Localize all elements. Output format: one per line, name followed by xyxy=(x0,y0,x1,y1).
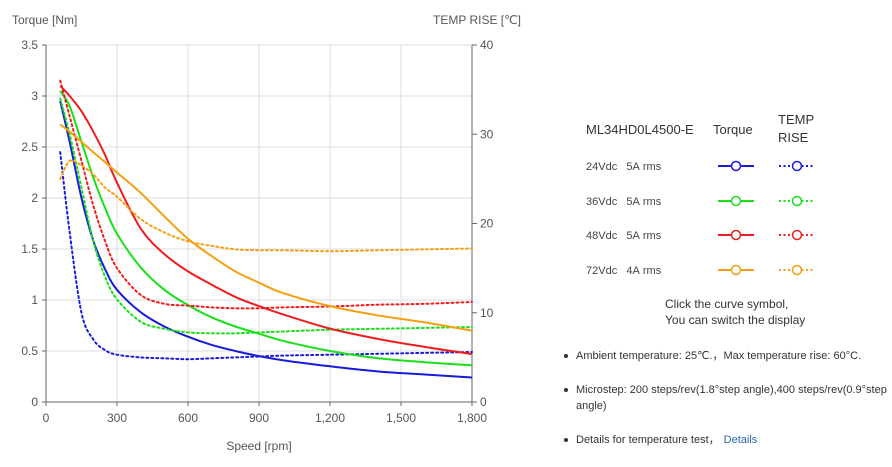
legend-symbol-marker xyxy=(791,160,803,172)
y-tick-label-left-5: 2.5 xyxy=(21,140,38,154)
legend: ML34HD0L4500-E Torque TEMP RISE 24Vdc 5A … xyxy=(560,105,860,291)
legend-symbol-temp-graphic xyxy=(779,195,815,206)
legend-column-temp-line1: TEMP xyxy=(778,112,815,127)
note-ambient: Ambient temperature: 25℃.，Max temperatur… xyxy=(560,348,890,364)
legend-symbol-temp-graphic xyxy=(779,229,815,241)
y-tick-label-left-0: 0 xyxy=(31,395,38,409)
legend-symbol-marker xyxy=(791,195,803,206)
legend-row: 72Vdc 4A rms xyxy=(560,257,860,292)
y-tick-label-right-3: 30 xyxy=(480,127,494,141)
x-tick-label-5: 1,500 xyxy=(386,411,416,425)
legend-symbol-temp[interactable] xyxy=(779,228,815,242)
x-tick-label-0: 0 xyxy=(43,411,50,425)
legend-symbol-marker xyxy=(730,229,742,241)
series-line-36vdc-5a-rms-torque xyxy=(59,90,473,367)
legend-hint-line1: Click the curve symbol, xyxy=(665,297,789,311)
x-tick-label-4: 1,200 xyxy=(315,411,345,425)
y-tick-label-right-1: 10 xyxy=(480,306,494,320)
legend-symbol-temp[interactable] xyxy=(779,263,815,277)
legend-symbol-temp-graphic xyxy=(779,160,815,172)
legend-hint-line2: You can switch the display xyxy=(665,313,806,327)
legend-symbol-temp[interactable] xyxy=(779,159,815,173)
legend-symbol-marker xyxy=(730,264,742,275)
notes-list: Ambient temperature: 25℃.，Max temperatur… xyxy=(560,348,890,448)
series-group xyxy=(59,79,473,379)
note-microstep: Microstep: 200 steps/rev(1.8°step angle)… xyxy=(560,382,890,414)
series-line-48vdc-5a-rms-temp-rise xyxy=(59,79,473,310)
series-line-48vdc-5a-rms-torque xyxy=(59,85,473,356)
y-tick-label-right-2: 20 xyxy=(480,217,494,231)
legend-row: 36Vdc 5A rms xyxy=(560,188,860,223)
legend-symbol-torque[interactable] xyxy=(718,263,754,277)
y-axis-label-right: TEMP RISE [℃] xyxy=(433,13,521,27)
axes: 0 300 600 900 1,200 1,500 1,80000.511.522.533.… xyxy=(21,38,493,425)
x-tick-label-1: 300 xyxy=(107,411,127,425)
series-line-36vdc-5a-rms-temp-rise xyxy=(59,97,473,335)
legend-row-label: 72Vdc 4A rms xyxy=(586,264,662,277)
legend-column-torque: Torque xyxy=(713,122,753,137)
legend-header: ML34HD0L4500-E Torque TEMP RISE xyxy=(560,105,860,153)
legend-row-label: 24Vdc 5A rms xyxy=(586,161,662,173)
x-tick-label-2: 600 xyxy=(178,411,198,425)
y-tick-label-left-6: 3 xyxy=(31,89,38,103)
y-tick-label-left-7: 3.5 xyxy=(21,38,38,52)
legend-rows: 24Vdc 5A rms 36Vdc 5A rms 48Vdc 5A rms 72Vd… xyxy=(560,153,860,291)
legend-row: 48Vdc 5A rms xyxy=(560,222,860,257)
x-axis-label: Speed [rpm] xyxy=(226,439,291,453)
y-axis-label-left: Torque [Nm] xyxy=(12,13,77,27)
legend-symbol-torque-graphic xyxy=(718,229,754,241)
legend-model-name: ML34HD0L4500-E xyxy=(586,122,694,137)
legend-hint: Click the curve symbol, You can switch t… xyxy=(560,296,892,328)
y-tick-label-left-1: 0.5 xyxy=(21,344,38,358)
legend-symbol-temp[interactable] xyxy=(779,194,815,208)
legend-row-label: 48Vdc 5A rms xyxy=(586,230,662,242)
note-temperature-test-text: Details for temperature test， xyxy=(576,434,720,446)
details-link[interactable]: Details xyxy=(723,434,758,446)
y-tick-label-right-0: 0 xyxy=(480,395,487,409)
legend-symbol-marker xyxy=(730,195,742,206)
legend-symbol-marker xyxy=(791,229,803,241)
y-tick-label-left-4: 2 xyxy=(31,191,38,205)
series-line-24vdc-5a-rms-temp-rise xyxy=(59,151,473,361)
grid xyxy=(45,44,473,403)
legend-column-temp-line2: RISE xyxy=(778,130,809,145)
legend-symbol-torque[interactable] xyxy=(718,194,754,208)
series-line-72vdc-4a-rms-torque xyxy=(59,123,473,332)
legend-symbol-torque-graphic xyxy=(718,195,754,206)
series-line-72vdc-4a-rms-temp-rise xyxy=(59,159,473,253)
legend-symbol-marker xyxy=(791,264,803,275)
y-tick-label-left-3: 1.5 xyxy=(21,242,38,256)
legend-symbol-temp-graphic xyxy=(779,264,815,275)
legend-column-temp-rise: TEMP RISE xyxy=(778,111,822,147)
x-tick-label-6: 1,800 xyxy=(457,411,487,425)
legend-symbol-marker xyxy=(730,160,742,172)
legend-row-label: 36Vdc 5A rms xyxy=(586,195,662,208)
legend-symbol-torque[interactable] xyxy=(718,159,754,173)
y-tick-label-left-2: 1 xyxy=(31,293,38,307)
legend-symbol-torque-graphic xyxy=(718,264,754,275)
legend-row: 24Vdc 5A rms xyxy=(560,153,860,188)
x-tick-label-3: 900 xyxy=(249,411,269,425)
legend-symbol-torque[interactable] xyxy=(718,228,754,242)
y-tick-label-right-4: 40 xyxy=(480,38,494,52)
note-temperature-test: Details for temperature test， Details xyxy=(560,432,890,448)
legend-symbol-torque-graphic xyxy=(718,160,754,172)
